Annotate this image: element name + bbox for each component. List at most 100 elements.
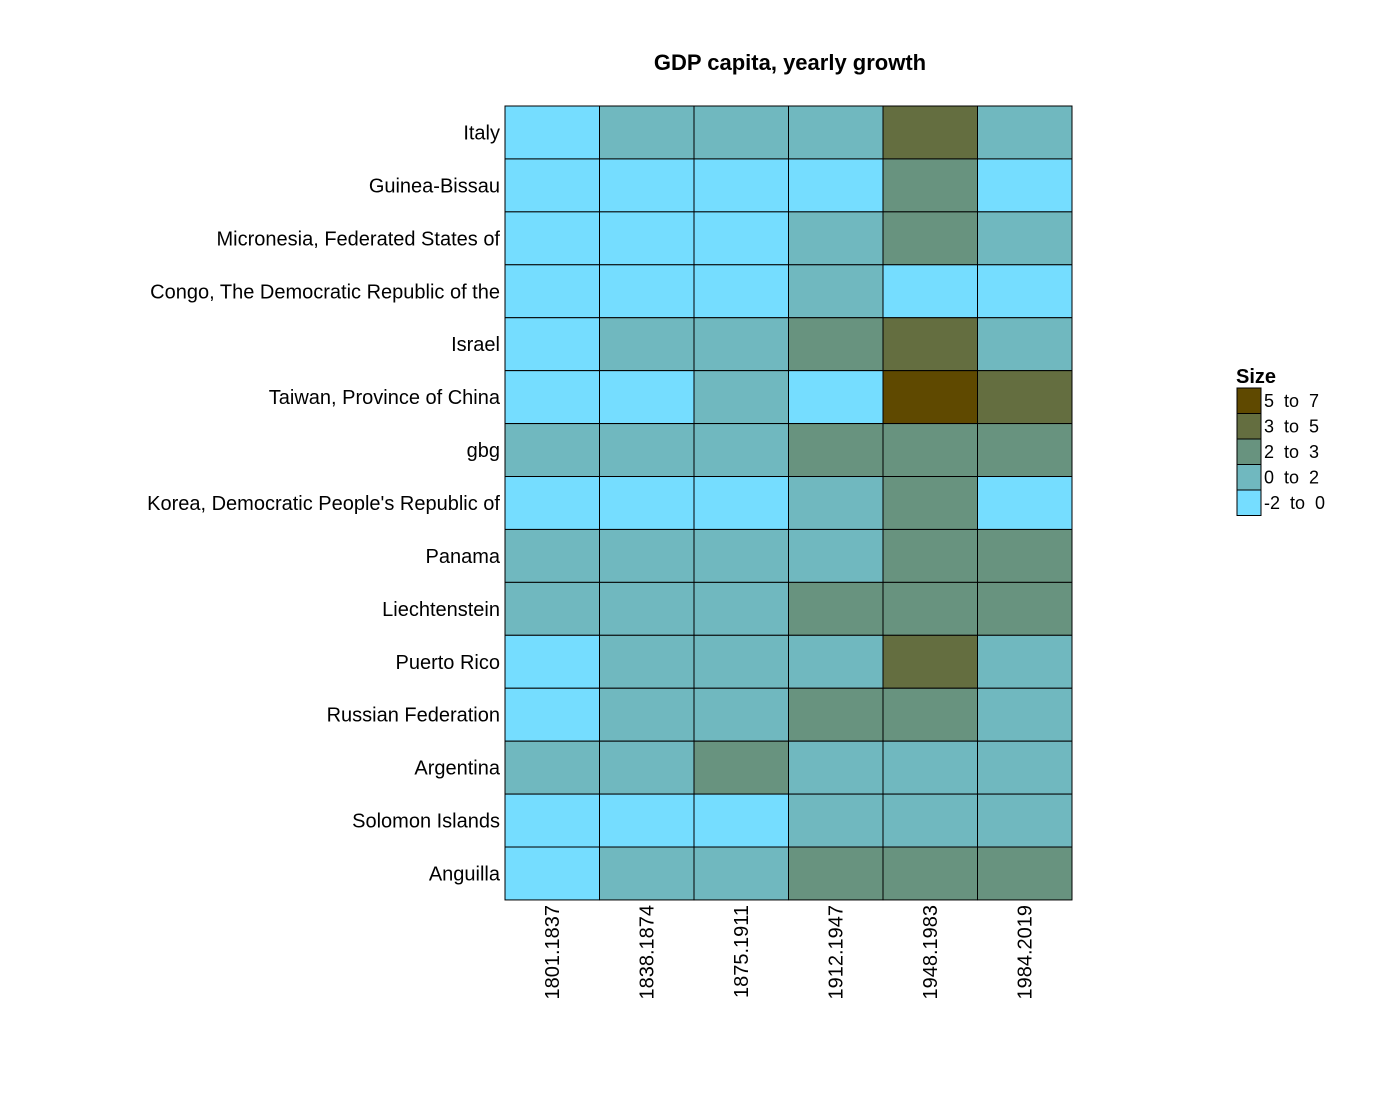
heatmap-cell [977,740,1073,795]
heatmap-cell [599,740,695,795]
legend-swatch [1236,464,1262,491]
heatmap-cell [977,634,1073,689]
heatmap-cell [504,158,600,213]
heatmap-cell [504,740,600,795]
heatmap-cell [693,158,789,213]
heatmap-cell [788,793,884,848]
heatmap-cell [599,634,695,689]
legend-swatch [1236,489,1262,516]
column-label: 1948.1983 [920,905,942,1000]
legend-label: 0 to 2 [1264,467,1319,487]
heatmap-cell [693,793,789,848]
heatmap-cell [693,581,789,636]
heatmap-cell [788,687,884,742]
chart-title: GDP capita, yearly growth [654,50,926,75]
heatmap-cell [599,476,695,530]
heatmap-cell [693,476,789,530]
heatmap-cell [882,634,978,689]
heatmap-cell [788,581,884,636]
heatmap-cell [599,105,695,160]
heatmap-cell [977,476,1073,530]
heatmap-cell [504,476,600,530]
heatmap-cell [693,740,789,795]
heatmap-cell [693,846,789,901]
heatmap-cell [504,687,600,742]
heatmap-cell [882,846,978,901]
heatmap-cell [882,158,978,213]
heatmap-cell [599,158,695,213]
heatmap-cell [788,846,884,901]
legend-title: Size [1236,366,1276,388]
heatmap-cell [882,793,978,848]
heatmap-cell [693,264,789,319]
heatmap-cell [788,370,884,425]
column-labels: 1801.1837 1838.1874 1875.1911 1912.1947 1948… [542,905,1037,1000]
row-labels: Italy Guinea-Bissau Micronesia, Federated … [147,122,501,885]
heatmap-cell [788,105,884,160]
legend: Size 5 to 7 3 to 5 2 to 3 0 to 2 -2 to 0 [1236,366,1325,516]
heatmap-cell [977,793,1073,848]
heatmap-cell [977,423,1073,478]
heatmap-cell [882,476,978,530]
heatmap-cell [504,317,600,372]
heatmap-cell [599,687,695,742]
heatmap-cell [882,687,978,742]
heatmap-cell [599,264,695,319]
legend-label: 2 to 3 [1264,442,1319,462]
heatmap-cell [977,846,1073,901]
heatmap-cell [882,581,978,636]
heatmap-cell [788,317,884,372]
heatmap-cell [599,793,695,848]
heatmap-cell [882,528,978,583]
legend-swatch [1236,438,1262,465]
legend-items: 5 to 7 3 to 5 2 to 3 0 to 2 -2 to 0 [1236,387,1325,516]
heatmap-cell [693,211,789,266]
heatmap-cell [504,105,600,160]
heatmap-cell [882,105,978,160]
heatmap-cell [599,846,695,901]
heatmap-cell [504,211,600,266]
row-label: Anguilla [429,863,501,885]
row-label: Taiwan, Province of China [269,387,501,409]
row-label: Italy [463,122,500,144]
heatmap-cell [504,370,600,425]
heatmap-cell [788,528,884,583]
heatmap-cell [504,264,600,319]
row-label: Russian Federation [327,705,500,727]
heatmap-cell [599,211,695,266]
heatmap-cell [977,581,1073,636]
heatmap-cell [882,740,978,795]
heatmap-cell [504,581,600,636]
heatmap-cell [504,846,600,901]
heatmap-cell [882,211,978,266]
row-label: gbg [467,440,500,462]
row-label: Israel [451,334,500,356]
column-label: 1984.2019 [1015,905,1037,1000]
heatmap-cell [599,528,695,583]
heatmap-cell [788,476,884,530]
heatmap-cell [693,317,789,372]
heatmap-cell [693,105,789,160]
heatmap-cell [788,158,884,213]
heatmap-cell [693,423,789,478]
heatmap-cell [599,370,695,425]
heatmap-cell [599,317,695,372]
heatmap-cell [504,423,600,478]
row-label: Korea, Democratic People's Republic of [147,493,500,515]
heatmap-cell [977,317,1073,372]
heatmap-cell [788,423,884,478]
row-label: Solomon Islands [352,811,500,833]
heatmap-cell [788,211,884,266]
row-label: Argentina [414,758,500,780]
heatmap-cell [882,264,978,319]
heatmap-cell [788,634,884,689]
row-label: Puerto Rico [396,652,501,674]
column-label: 1912.1947 [826,905,848,1000]
row-label: Congo, The Democratic Republic of the [150,281,500,303]
legend-label: -2 to 0 [1264,493,1325,513]
heatmap-cell [882,423,978,478]
heatmap-cell [882,370,978,425]
row-label: Panama [426,546,501,568]
heatmap-cell [977,105,1073,160]
